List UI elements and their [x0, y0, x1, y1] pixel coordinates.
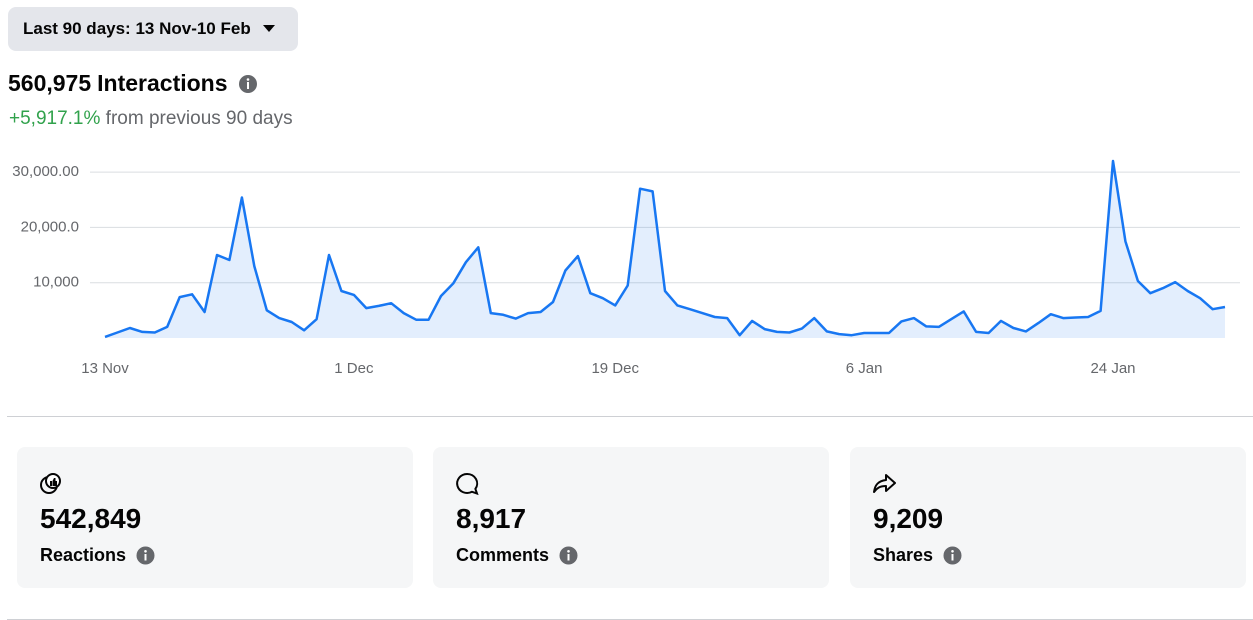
- change-percent: +5,917.1%: [9, 108, 101, 129]
- change-text: from previous 90 days: [105, 108, 293, 129]
- card-label: Shares: [873, 545, 962, 566]
- card-label-text: Comments: [456, 545, 550, 565]
- line: [104, 159, 1226, 339]
- x-tick-label: 24 Jan: [1090, 360, 1135, 377]
- info-icon[interactable]: [238, 74, 258, 94]
- summary-title: 560,975 Interactions: [8, 70, 258, 97]
- y-tick-label: 20,000.0: [21, 218, 79, 235]
- summary-value: 560,975: [8, 70, 92, 96]
- x-tick-label: 13 Nov: [81, 360, 129, 377]
- shares-card: 9,209 Shares: [850, 447, 1246, 588]
- x-tick-label: 19 Dec: [591, 360, 639, 377]
- interactions-chart: 10,000 20,000.0 30,000.00 13 Nov 1 Dec 19 Dec…: [12, 159, 1240, 377]
- card-label-text: Shares: [873, 545, 934, 565]
- reactions-card: 542,849 Reactions: [17, 447, 413, 588]
- x-tick-label: 6 Jan: [846, 360, 883, 377]
- card-label-text: Reactions: [40, 545, 127, 565]
- info-icon[interactable]: [943, 546, 962, 565]
- card-label: Reactions: [40, 545, 155, 566]
- info-icon[interactable]: [559, 546, 578, 565]
- summary-change: +5,917.1% from previous 90 days: [9, 108, 293, 130]
- date-filter-label: Last 90 days: 13 Nov-10 Feb: [23, 19, 251, 38]
- card-value: 8,917: [456, 503, 527, 534]
- date-filter-button[interactable]: Last 90 days: 13 Nov-10 Feb: [8, 7, 298, 51]
- comments-card: 8,917 Comments: [433, 447, 829, 588]
- divider: [7, 416, 1253, 417]
- info-icon[interactable]: [136, 546, 155, 565]
- dropdown-caret: [262, 25, 275, 32]
- comments-icon: [456, 472, 479, 496]
- card-value: 9,209: [873, 503, 944, 534]
- card-value: 542,849: [40, 503, 142, 534]
- shares-icon: [873, 474, 896, 493]
- y-tick-label: 30,000.00: [12, 163, 79, 180]
- reactions-icon: [40, 473, 61, 494]
- y-tick-label: 10,000: [33, 274, 79, 291]
- x-tick-label: 1 Dec: [334, 360, 374, 377]
- area: [105, 161, 1225, 338]
- summary-label: Interactions: [97, 70, 228, 96]
- card-label: Comments: [456, 545, 578, 566]
